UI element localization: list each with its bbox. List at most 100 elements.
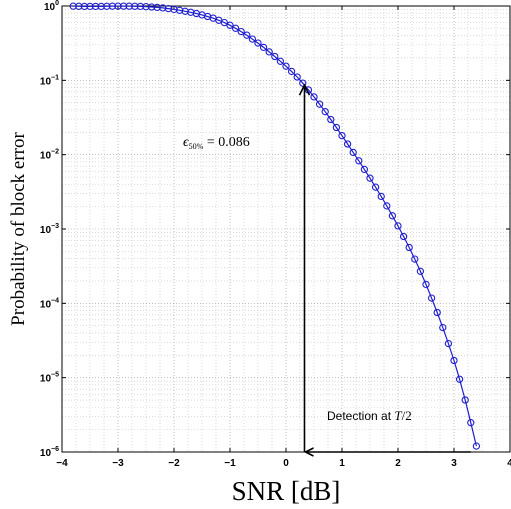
data-point bbox=[75, 2, 83, 10]
y-tick-base: 10 bbox=[40, 225, 52, 236]
x-tick-label: 0 bbox=[283, 458, 289, 469]
data-point bbox=[332, 123, 341, 132]
data-point bbox=[69, 2, 77, 10]
data-point bbox=[231, 24, 240, 32]
data-point bbox=[265, 48, 273, 56]
data-point bbox=[91, 2, 100, 11]
y-tick-label: 10−5 bbox=[40, 372, 59, 385]
data-point bbox=[360, 165, 369, 174]
data-point bbox=[125, 2, 133, 10]
vertical-arrow-head bbox=[298, 83, 311, 96]
y-axis-label: Probability of block error bbox=[8, 132, 29, 326]
data-point bbox=[383, 202, 391, 210]
epsilon-symbol: ϵ bbox=[183, 135, 190, 150]
epsilon-value: = 0.086 bbox=[203, 135, 249, 150]
x-tick-label: 2 bbox=[395, 458, 401, 469]
x-axis-label: SNR [dB] bbox=[232, 476, 341, 506]
data-point bbox=[254, 39, 262, 47]
x-axis-ticks: −4 −3 −2 −1 0 1 2 3 4 bbox=[56, 6, 511, 469]
data-point bbox=[282, 62, 290, 70]
data-point bbox=[147, 3, 156, 11]
y-tick-label: 10−3 bbox=[40, 223, 59, 236]
data-point bbox=[467, 419, 475, 427]
data-point bbox=[377, 192, 385, 201]
data-point bbox=[461, 396, 469, 404]
detection-text: Detection at bbox=[327, 409, 394, 423]
detection-var: T bbox=[394, 408, 402, 423]
y-tick-base: 10 bbox=[44, 2, 56, 13]
data-point bbox=[343, 140, 352, 148]
annotations: ϵ50% = 0.086 Detection at T/2 bbox=[183, 83, 471, 457]
data-point bbox=[276, 57, 285, 65]
y-tick-base: 10 bbox=[40, 299, 52, 310]
data-point bbox=[259, 43, 268, 52]
y-tick-base: 10 bbox=[40, 76, 52, 87]
y-tick-label: 100 bbox=[44, 0, 59, 13]
data-point bbox=[349, 148, 357, 157]
y-tick-label: 10−2 bbox=[40, 149, 59, 162]
series bbox=[69, 2, 481, 450]
y-tick-label: 10−6 bbox=[40, 446, 59, 459]
data-point bbox=[299, 79, 307, 87]
y-tick-exponent: 0 bbox=[55, 0, 59, 7]
y-tick-base: 10 bbox=[40, 448, 52, 459]
data-point bbox=[220, 18, 229, 27]
y-tick-exponent: −4 bbox=[51, 297, 59, 304]
data-point bbox=[338, 132, 346, 140]
y-tick-exponent: −6 bbox=[51, 446, 59, 453]
data-point bbox=[153, 3, 161, 12]
data-point bbox=[248, 35, 257, 43]
data-point bbox=[97, 2, 105, 11]
data-point bbox=[119, 2, 128, 10]
data-point bbox=[472, 442, 481, 450]
x-tick-label: −3 bbox=[112, 458, 124, 469]
data-point bbox=[114, 2, 122, 10]
data-point bbox=[405, 243, 413, 252]
data-point bbox=[321, 108, 329, 116]
data-point bbox=[388, 212, 397, 220]
data-point bbox=[271, 52, 279, 61]
data-point bbox=[131, 2, 139, 10]
x-tick-label: 1 bbox=[339, 458, 345, 469]
x-tick-label: −2 bbox=[168, 458, 180, 469]
data-point bbox=[399, 232, 408, 241]
data-point bbox=[103, 2, 111, 10]
data-point bbox=[142, 3, 150, 11]
data-point bbox=[366, 174, 374, 182]
data-point bbox=[237, 27, 245, 36]
data-point bbox=[371, 183, 380, 191]
data-point bbox=[394, 222, 402, 230]
y-tick-exponent: −2 bbox=[51, 149, 59, 156]
data-point bbox=[455, 375, 464, 383]
y-tick-label: 10−4 bbox=[40, 297, 59, 310]
data-point bbox=[80, 2, 89, 11]
data-point bbox=[422, 280, 430, 289]
series-line bbox=[73, 5, 477, 447]
data-point bbox=[427, 294, 436, 302]
data-point bbox=[433, 308, 441, 317]
x-tick-label: −4 bbox=[56, 458, 68, 469]
data-point bbox=[226, 21, 234, 29]
y-tick-exponent: −3 bbox=[51, 223, 59, 230]
data-point bbox=[327, 115, 335, 124]
data-point bbox=[86, 2, 94, 11]
detection-suffix: /2 bbox=[402, 408, 412, 423]
data-point bbox=[315, 100, 324, 108]
data-point bbox=[293, 73, 301, 81]
data-point bbox=[450, 356, 458, 365]
data-point bbox=[411, 255, 419, 263]
data-point bbox=[355, 157, 363, 165]
epsilon-subscript: 50% bbox=[189, 142, 204, 151]
data-point bbox=[439, 323, 447, 332]
data-point bbox=[287, 67, 296, 76]
y-tick-exponent: −1 bbox=[51, 74, 59, 81]
data-point bbox=[444, 339, 453, 348]
epsilon-annotation: ϵ50% = 0.086 bbox=[183, 135, 250, 151]
data-point bbox=[136, 2, 145, 11]
data-point bbox=[243, 31, 251, 39]
detection-annotation: Detection at T/2 bbox=[327, 408, 412, 423]
x-tick-label: −1 bbox=[224, 458, 236, 469]
x-tick-label: 4 bbox=[507, 458, 511, 469]
